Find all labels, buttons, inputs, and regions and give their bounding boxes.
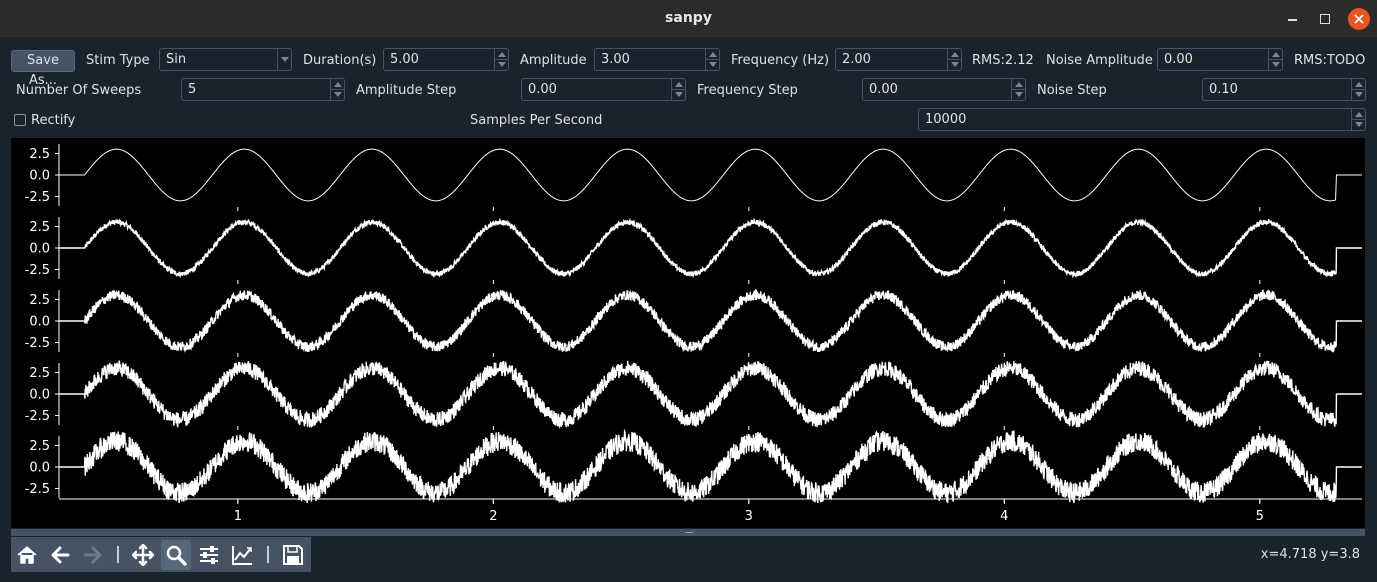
y-tick-label: 0.0 [29,169,50,184]
plot-toolbar [11,537,311,572]
splitter-handle[interactable] [11,529,1365,536]
close-icon [1354,14,1364,24]
spin-arrows-icon[interactable] [1268,49,1282,70]
rms-readout: RMS:2.12 [972,53,1034,68]
rectify-label[interactable]: Rectify [31,113,76,128]
amplitude-step-value: 0.00 [528,82,557,97]
cursor-coordinates: x=4.718 y=3.8 [1260,547,1360,562]
x-tick-label: 5 [1256,509,1264,524]
zoom-icon[interactable] [161,540,191,570]
x-tick-label: 3 [745,509,753,524]
stim-type-select[interactable]: Sin [159,48,292,71]
y-tick-label: 2.5 [29,220,50,235]
y-tick-label: -2.5 [25,482,50,497]
x-tick-label: 1 [234,509,242,524]
noise-step-spinbox[interactable]: 0.10 [1202,78,1366,101]
sweep-trace-3 [59,288,1362,353]
amplitude-value: 3.00 [601,52,630,67]
frequency-step-spinbox[interactable]: 0.00 [862,78,1026,101]
samples-per-second-value: 10000 [925,112,967,127]
frequency-label: Frequency (Hz) [731,53,830,68]
minimize-button[interactable] [1282,8,1304,30]
spin-arrows-icon[interactable] [671,79,685,100]
num-sweeps-label: Number Of Sweeps [16,83,142,98]
duration-value: 5.00 [390,52,419,67]
samples-per-second-spinbox[interactable]: 10000 [918,108,1366,131]
chevron-down-icon [277,49,291,70]
toolbar-separator [117,546,119,563]
spin-arrows-icon[interactable] [947,49,961,70]
spin-arrows-icon[interactable] [1011,79,1025,100]
maximize-button[interactable] [1314,8,1336,30]
duration-spinbox[interactable]: 5.00 [383,48,509,71]
save-icon[interactable] [278,540,308,570]
samples-per-second-label: Samples Per Second [470,113,603,128]
stim-type-value: Sin [166,52,187,67]
spin-arrows-icon[interactable] [494,49,508,70]
duration-label: Duration(s) [303,53,377,68]
home-icon[interactable] [12,540,42,570]
y-tick-label: 2.5 [29,147,50,162]
noise-step-value: 0.10 [1209,82,1238,97]
amplitude-label: Amplitude [520,53,587,68]
spin-arrows-icon[interactable] [330,79,344,100]
num-sweeps-spinbox[interactable]: 5 [181,78,345,101]
amplitude-step-spinbox[interactable]: 0.00 [521,78,686,101]
plot-canvas[interactable]: 2.5 0.0 -2.5 2.5 0.0 -2.5 2.5 0.0 -2.5 2.5 0.0 -2.5… [11,138,1365,528]
stim-type-label: Stim Type [86,53,150,68]
amplitude-spinbox[interactable]: 3.00 [594,48,720,71]
num-sweeps-value: 5 [188,82,197,97]
frequency-step-label: Frequency Step [697,83,798,98]
edit-axis-icon[interactable] [227,540,257,570]
y-tick-label: 0.0 [29,388,50,403]
y-tick-label: 2.5 [29,366,50,381]
y-tick-label: 2.5 [29,293,50,308]
noise-amplitude-value: 0.00 [1164,52,1193,67]
sweep-trace-2 [59,217,1362,279]
save-as-button[interactable]: Save As... [11,50,75,88]
back-arrow-icon[interactable] [45,540,75,570]
title-bar: sanpy [0,0,1377,38]
spin-arrows-icon[interactable] [1351,79,1365,100]
y-tick-label: 0.0 [29,315,50,330]
window-title: sanpy [665,10,712,26]
y-tick-label: 0.0 [29,242,50,257]
pan-icon[interactable] [128,540,158,570]
spin-arrows-icon[interactable] [705,49,719,70]
frequency-spinbox[interactable]: 2.00 [835,48,962,71]
noise-rms-readout: RMS:TODO [1294,53,1366,68]
spin-arrows-icon[interactable] [1351,109,1365,130]
noise-step-label: Noise Step [1037,83,1107,98]
sweep-trace-4 [59,360,1362,430]
sweeps-plot[interactable]: 2.5 0.0 -2.5 2.5 0.0 -2.5 2.5 0.0 -2.5 2.5 0.0 -2.5… [11,138,1365,528]
close-button[interactable] [1348,8,1370,30]
noise-amplitude-spinbox[interactable]: 0.00 [1157,48,1283,71]
forward-arrow-icon[interactable] [78,540,108,570]
y-tick-label: -2.5 [25,336,50,351]
configure-subplots-icon[interactable] [194,540,224,570]
y-tick-label: -2.5 [25,190,50,205]
y-tick-label: -2.5 [25,409,50,424]
y-tick-label: 2.5 [29,439,50,454]
frequency-value: 2.00 [842,52,871,67]
y-tick-label: -2.5 [25,263,50,278]
noise-amplitude-label: Noise Amplitude [1046,53,1153,68]
rectify-checkbox[interactable] [14,114,26,126]
frequency-step-value: 0.00 [869,82,898,97]
y-tick-label: 0.0 [29,461,50,476]
sweep-trace-1 [59,148,1362,202]
toolbar-separator [267,546,269,563]
x-tick-label: 4 [1000,509,1008,524]
x-tick-label: 2 [489,509,497,524]
sweep-trace-5 [59,428,1362,504]
amplitude-step-label: Amplitude Step [356,83,457,98]
